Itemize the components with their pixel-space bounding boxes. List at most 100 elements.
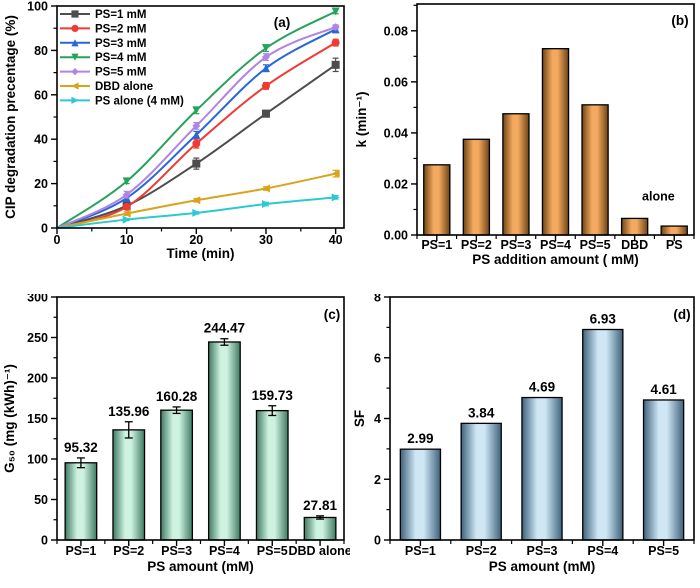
y-axis-label: G₅₀ (mg (kWh)⁻¹) [2, 364, 17, 473]
y-tick-label: 0.06 [384, 75, 408, 89]
y-tick-label: 6 [374, 351, 381, 365]
x-tick-label: PS=3 [527, 544, 558, 558]
y-tick-label: 300 [27, 294, 48, 305]
bar-ps-2 [462, 138, 491, 236]
panel-c-bar-chart: 0 50 100 150 200 250 300 G₅₀ (mg (kWh)⁻¹) PS amo… [2, 294, 350, 574]
x-tick-label: PS=3 [161, 544, 192, 558]
legend-label: PS=1 mM [95, 9, 146, 21]
value-label: 244.47 [204, 321, 245, 336]
value-label: 159.73 [252, 388, 294, 403]
y-tick-label: 0 [41, 534, 48, 548]
marker-diamond [122, 190, 131, 199]
marker-circle [331, 38, 340, 47]
value-label: 95.32 [64, 440, 98, 455]
x-axis: PS=1 PS=2 PS=3 PS=4 PS=5 DBD alone [56, 540, 350, 558]
marker-triangle-right [261, 200, 270, 209]
y-tick-label: 80 [34, 44, 48, 58]
x-tick-label: PS=4 [587, 544, 618, 558]
x-axis: PS=1 PS=2 PS=3 PS=4 PS=5 DBD PS [416, 235, 695, 252]
bars: 95.32 135.96 160.28 244.47 159.73 27.81 [64, 321, 337, 541]
series-ps-2-mm [56, 38, 340, 229]
marker-triangle-down [192, 106, 201, 115]
legend-label: PS=5 mM [95, 67, 146, 79]
panel-label: (c) [324, 307, 341, 322]
x-tick-label: PS=3 [500, 238, 531, 252]
panel-d-bar-chart: 0 2 4 6 8 SF PS amount (mM) (d) PS=1 PS=2 PS=3 PS=4… [352, 294, 695, 574]
marker-triangle-right [331, 193, 340, 202]
marker-triangle-down [331, 7, 340, 16]
x-tick-label: PS [666, 238, 683, 252]
x-tick-label: 30 [259, 233, 273, 247]
legend-label: PS=4 mM [95, 52, 146, 64]
y-tick-label: 0 [41, 222, 48, 236]
marker-triangle-up [192, 130, 201, 139]
panel-label: (b) [671, 13, 688, 28]
panel-b-bar-chart: 0.00 0.02 0.04 0.06 0.08 k (min⁻¹) PS addition… [354, 3, 695, 267]
bar-ps-2 [112, 429, 146, 541]
x-axis-label: PS amount (mM) [489, 559, 596, 574]
x-tick-label: DBD alone [288, 544, 350, 558]
marker-triangle-right [71, 96, 79, 104]
y-axis: 0 20 40 60 80 100 [27, 0, 57, 236]
x-tick-label: PS=1 [65, 544, 96, 558]
plot-frame [389, 296, 695, 541]
value-label: 2.99 [407, 431, 433, 446]
y-tick-label: 100 [27, 0, 48, 14]
bar-dbd-alone [303, 516, 337, 541]
x-tick-label: PS=2 [113, 544, 144, 558]
marker-square [331, 60, 340, 69]
marker-circle [261, 81, 270, 90]
x-tick-label: PS=2 [466, 544, 497, 558]
marker-triangle-right [192, 208, 201, 217]
marker-triangle-left [192, 196, 201, 205]
value-label: 4.61 [650, 382, 677, 397]
bar-ps [660, 225, 688, 236]
x-tick-label: PS=1 [421, 238, 452, 252]
value-label: 27.81 [303, 498, 337, 513]
x-tick-label: PS=2 [461, 238, 492, 252]
marker-triangle-up [261, 64, 270, 73]
y-axis-label: CIP degradation precentage (%) [3, 15, 18, 219]
bar-ps-3 [502, 113, 530, 236]
series-ps-5-mm [56, 23, 340, 229]
bar-dbd [620, 217, 649, 236]
x-axis: 0 10 20 30 40 [54, 228, 343, 247]
plot-frame [56, 5, 345, 229]
bar-ps-1 [423, 164, 451, 236]
y-tick-label: 40 [34, 133, 48, 147]
x-axis-label: PS addition amount ( mM) [472, 252, 639, 267]
y-tick-label: 50 [34, 493, 48, 507]
legend-label: PS=3 mM [95, 38, 146, 50]
y-tick-label: 100 [27, 453, 48, 467]
x-tick-label: 20 [189, 233, 203, 247]
y-tick-label: 150 [27, 412, 48, 426]
bar-ps-5 [642, 399, 685, 541]
value-label: 6.93 [590, 312, 617, 327]
bars: 2.99 3.84 4.69 6.93 4.61 [399, 312, 685, 541]
marker-diamond [261, 53, 270, 62]
panel-label: (a) [274, 15, 291, 30]
x-tick-label: DBD [621, 238, 648, 252]
x-tick-label: PS=5 [580, 238, 611, 252]
panel-label: (d) [673, 307, 690, 322]
x-tick-label: PS=5 [257, 544, 288, 558]
marker-diamond [71, 68, 79, 76]
y-axis-label: k (min⁻¹) [354, 92, 369, 148]
marker-triangle-left [331, 169, 340, 178]
y-tick-label: 0 [374, 534, 381, 548]
x-tick-label: PS=4 [209, 544, 240, 558]
marker-triangle-down [261, 44, 270, 53]
bar-ps-5 [255, 409, 289, 541]
series-ps-alone-4-mm- [56, 193, 340, 229]
y-axis: 0 50 100 150 200 250 300 [27, 294, 57, 548]
marker-square [71, 10, 79, 18]
x-tick-label: 10 [120, 233, 134, 247]
y-tick-label: 4 [374, 412, 381, 426]
value-label: 3.84 [468, 405, 495, 420]
marker-triangle-left [122, 209, 131, 218]
legend: PS=1 mM PS=2 mM PS=3 mM PS=4 mM PS=5 mM DBD a… [60, 9, 184, 107]
value-label: 4.69 [529, 380, 555, 395]
y-tick-label: 0.08 [384, 24, 408, 38]
x-tick-label: 40 [329, 233, 343, 247]
